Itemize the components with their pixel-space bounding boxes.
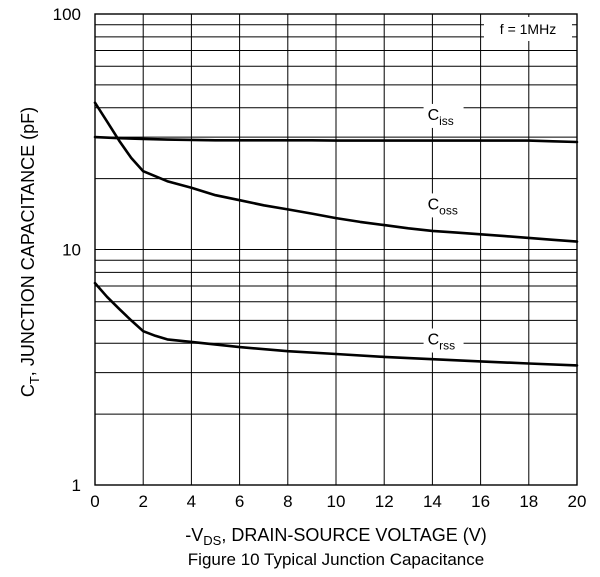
x-tick-label: 0	[90, 492, 99, 511]
frequency-annotation: f = 1MHz	[484, 17, 572, 41]
y-tick-label: 1	[72, 476, 81, 495]
x-axis-title: -VDS, DRAIN-SOURCE VOLTAGE (V)	[95, 524, 577, 552]
series-label-coss: Coss	[428, 196, 458, 217]
x-tick-label: 8	[283, 492, 292, 511]
x-tick-label: 10	[327, 492, 346, 511]
y-tick-label: 100	[53, 5, 81, 24]
x-tick-label: 18	[519, 492, 538, 511]
series-label-ciss: Ciss	[428, 107, 454, 128]
grid	[94, 13, 578, 486]
x-tick-label: 16	[471, 492, 490, 511]
figure-caption: Figure 10 Typical Junction Capacitance	[187, 550, 485, 569]
y-tick-label: 10	[62, 241, 81, 260]
x-tick-label: 12	[375, 492, 394, 511]
y-axis-title: CT, JUNCTION CAPACITANCE (pF)	[18, 107, 42, 397]
series-lines	[93, 101, 579, 367]
x-axis-title-prefix: -V	[185, 525, 204, 545]
tick-labels: 0 2 4 6 8 10 12 14 16 18 20 1 10 100	[53, 5, 587, 511]
x-tick-label: 2	[138, 492, 147, 511]
x-tick-label: 6	[235, 492, 244, 511]
series-labels: Ciss Coss Crss	[423, 103, 464, 353]
series-line-coss	[93, 101, 579, 243]
x-tick-label: 20	[568, 492, 587, 511]
annotation-bg	[484, 17, 572, 41]
annotation-text: f = 1MHz	[500, 21, 556, 37]
series-line-ciss	[93, 135, 579, 144]
x-axis-title-rest: , DRAIN-SOURCE VOLTAGE (V)	[221, 525, 487, 545]
x-tick-label: 14	[423, 492, 442, 511]
series-label-bg	[423, 103, 464, 128]
series-label-bg	[423, 328, 464, 353]
plot-frame	[94, 13, 578, 486]
x-axis-title-subscript: DS	[203, 533, 222, 548]
series-label-crss: Crss	[428, 332, 456, 353]
series-line-crss	[93, 281, 579, 367]
series-label-bg	[423, 193, 464, 218]
x-tick-label: 4	[187, 492, 196, 511]
